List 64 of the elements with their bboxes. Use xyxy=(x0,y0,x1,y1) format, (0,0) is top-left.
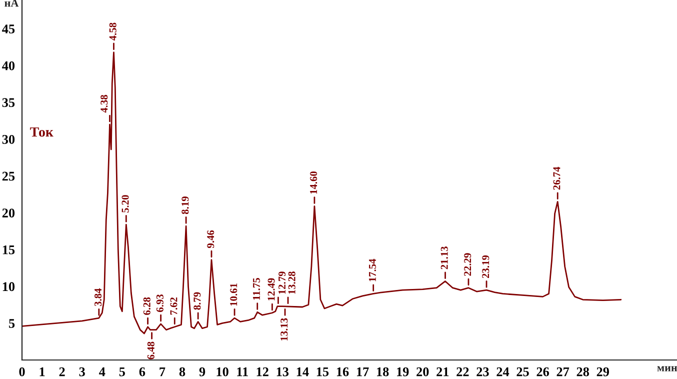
x-axis-title: мин xyxy=(657,366,677,372)
annotation: 17.54 xyxy=(368,258,376,282)
annotation: 4.38 xyxy=(100,94,108,113)
y-tick-label: 30 xyxy=(2,134,15,144)
y-tick-label: 25 xyxy=(2,172,15,181)
x-tick-label: 26 xyxy=(536,367,550,376)
x-tick-label: 8 xyxy=(179,367,186,376)
y-tick-label: 35 xyxy=(2,98,15,108)
annotation: 8.19 xyxy=(182,196,189,214)
annotation: 14.60 xyxy=(310,171,318,194)
annotation: 8.79 xyxy=(194,292,201,310)
annotation: 7.62 xyxy=(170,297,178,315)
x-tick-label: 13 xyxy=(276,367,289,376)
x-tick-label: 19 xyxy=(397,367,409,376)
x-tick-label: 9 xyxy=(199,367,206,376)
annotation: 12.49 xyxy=(268,278,275,300)
annotation: 12.79 xyxy=(278,272,286,294)
x-tick-label: 7 xyxy=(160,367,166,376)
x-tick-label: 17 xyxy=(356,367,369,376)
x-tick-label: 12 xyxy=(256,367,268,376)
y-tick-label: 45 xyxy=(2,24,15,34)
annotation: 9.46 xyxy=(207,230,214,248)
x-tick-label: 2 xyxy=(59,367,65,376)
x-tick-label: 11 xyxy=(237,367,248,376)
x-tick-label: 16 xyxy=(336,367,349,376)
annotation: 26.74 xyxy=(553,166,560,190)
y-tick-label: 20 xyxy=(2,208,15,218)
text: Ток xyxy=(30,127,54,137)
x-tick-label: 27 xyxy=(556,367,570,376)
annotation: 6.28 xyxy=(143,297,150,315)
x-tick-label: 5 xyxy=(119,367,125,376)
x-tick-label: 18 xyxy=(377,367,389,376)
x-tick-label: 0 xyxy=(19,367,25,376)
annotation: 4.58 xyxy=(109,22,116,41)
x-tick-label: 24 xyxy=(496,367,510,376)
x-tick-label: 29 xyxy=(596,367,610,376)
annotation: 13.28 xyxy=(288,272,296,294)
x-tick-label: 23 xyxy=(476,367,489,376)
x-tick-label: 10 xyxy=(216,367,228,376)
x-tick-label: 25 xyxy=(516,367,529,376)
y-tick-label: 5 xyxy=(8,319,15,328)
y-tick-label: 15 xyxy=(2,245,15,254)
x-tick-label: 6 xyxy=(139,367,146,376)
annotation: 6.48 xyxy=(147,342,154,360)
x-tick-label: 1 xyxy=(40,367,45,376)
x-tick-label: 15 xyxy=(316,367,329,376)
annotation: 6.93 xyxy=(156,294,164,312)
x-tick-label: 3 xyxy=(79,367,85,376)
annotation: 5.20 xyxy=(122,195,129,213)
y-tick-label: 10 xyxy=(2,282,15,292)
x-tick-label: 20 xyxy=(416,367,429,376)
x-tick-label: 28 xyxy=(576,367,590,376)
annotation: 13.13 xyxy=(280,318,288,340)
annotation: 21.13 xyxy=(440,246,448,270)
annotation: 22.29 xyxy=(464,253,472,276)
annotation: 23.19 xyxy=(482,255,490,278)
annotation: 3.84 xyxy=(94,288,102,306)
x-tick-label: 4 xyxy=(99,367,106,376)
x-tick-label: 14 xyxy=(296,367,309,376)
y-tick-label: 40 xyxy=(2,61,15,70)
x-tick-label: 21 xyxy=(436,367,449,376)
annotation: 10.61 xyxy=(230,284,238,306)
x-tick-label: 22 xyxy=(456,367,469,376)
annotation: 11.75 xyxy=(252,278,260,300)
